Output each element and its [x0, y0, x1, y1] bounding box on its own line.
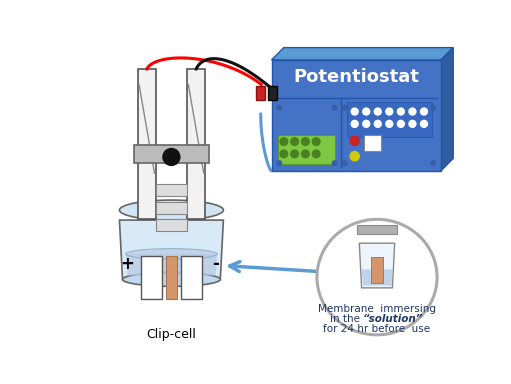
Circle shape: [421, 108, 427, 115]
Polygon shape: [441, 48, 453, 171]
Ellipse shape: [126, 248, 217, 259]
Circle shape: [280, 150, 288, 158]
Circle shape: [374, 121, 381, 127]
Circle shape: [431, 161, 435, 166]
Circle shape: [398, 108, 404, 115]
Polygon shape: [126, 254, 217, 276]
Bar: [364, 136, 381, 151]
Circle shape: [291, 150, 298, 158]
Circle shape: [363, 121, 369, 127]
Text: in the: in the: [330, 314, 363, 324]
Circle shape: [386, 108, 393, 115]
Bar: [156, 202, 187, 214]
Polygon shape: [271, 60, 441, 171]
FancyArrowPatch shape: [229, 262, 319, 271]
Bar: [371, 257, 383, 283]
Bar: [137, 69, 156, 219]
Polygon shape: [120, 220, 223, 280]
Circle shape: [277, 161, 282, 166]
Text: for 24 hr before  use: for 24 hr before use: [323, 324, 431, 334]
Polygon shape: [362, 270, 392, 286]
Text: “solution”: “solution”: [363, 314, 424, 324]
Circle shape: [398, 121, 404, 127]
Circle shape: [301, 150, 309, 158]
Bar: [166, 256, 177, 299]
Bar: [187, 69, 205, 219]
Circle shape: [350, 152, 359, 161]
Text: Clip-cell: Clip-cell: [147, 328, 196, 341]
Circle shape: [342, 161, 347, 166]
Bar: [156, 184, 187, 196]
Circle shape: [409, 108, 416, 115]
Bar: [268, 86, 277, 100]
Polygon shape: [359, 243, 394, 288]
Circle shape: [312, 150, 320, 158]
Circle shape: [342, 105, 347, 110]
Polygon shape: [271, 48, 453, 60]
Circle shape: [431, 105, 435, 110]
Ellipse shape: [317, 219, 437, 335]
Bar: [357, 225, 397, 234]
Polygon shape: [277, 135, 335, 164]
Circle shape: [374, 108, 381, 115]
Ellipse shape: [120, 200, 223, 220]
Text: -: -: [212, 255, 219, 273]
Circle shape: [386, 121, 393, 127]
Circle shape: [363, 108, 369, 115]
Circle shape: [163, 149, 180, 166]
Circle shape: [280, 138, 288, 146]
Circle shape: [351, 121, 358, 127]
Circle shape: [421, 121, 427, 127]
Circle shape: [312, 138, 320, 146]
Circle shape: [277, 105, 282, 110]
Text: +: +: [120, 255, 134, 273]
Text: Membrane  immersing: Membrane immersing: [318, 305, 436, 314]
Circle shape: [351, 108, 358, 115]
Circle shape: [291, 138, 298, 146]
Bar: [134, 145, 209, 163]
Bar: [256, 86, 265, 100]
Text: Potentiostat: Potentiostat: [293, 68, 419, 86]
Circle shape: [301, 138, 309, 146]
Circle shape: [332, 105, 337, 110]
Bar: [156, 218, 187, 231]
Ellipse shape: [123, 273, 220, 286]
Circle shape: [409, 121, 416, 127]
Bar: [141, 256, 162, 299]
Circle shape: [350, 136, 359, 146]
Polygon shape: [347, 102, 432, 137]
Circle shape: [332, 161, 337, 166]
Bar: [181, 256, 202, 299]
